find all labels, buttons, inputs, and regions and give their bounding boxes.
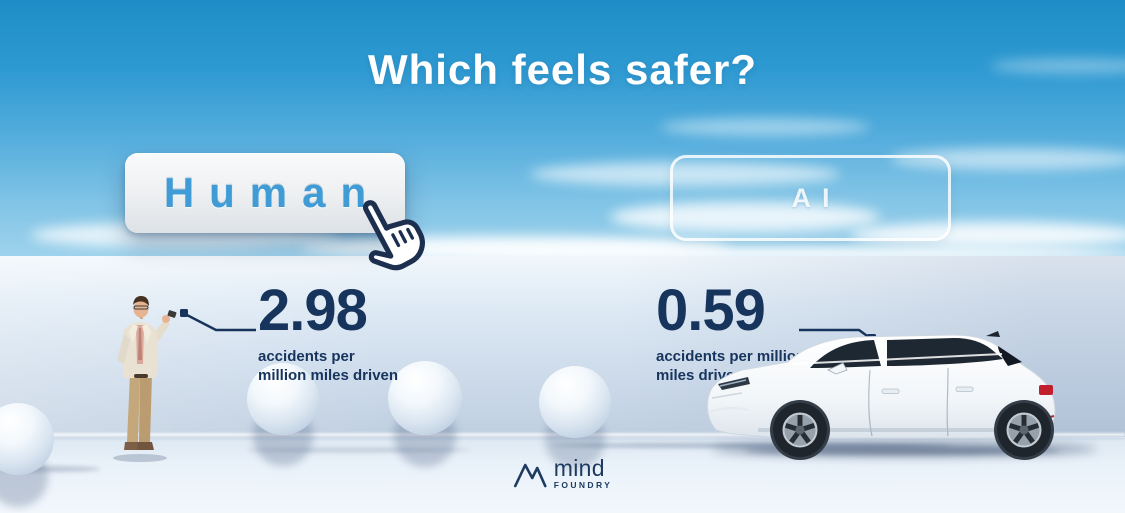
- ai-statistic-value: 0.59: [656, 278, 766, 343]
- decorative-sphere: [388, 361, 462, 435]
- cloud: [610, 202, 880, 232]
- cloud: [990, 58, 1125, 74]
- logo-sub-brand-text: FOUNDRY: [553, 480, 613, 490]
- human-statistic: 2.98 accidents per million miles driven: [258, 278, 399, 385]
- human-statistic-value: 2.98: [258, 278, 368, 343]
- ledge-edge-line: [0, 437, 1125, 439]
- ai-statistic-caption-line1: accidents per million: [656, 348, 806, 365]
- floor-shadow-streak: [552, 443, 952, 448]
- mountain-logo-icon: [513, 463, 547, 488]
- page-title: Which feels safer?: [367, 46, 758, 93]
- ai-car-illustration: [707, 331, 1056, 460]
- decorative-sphere: [247, 363, 319, 435]
- logo-brand-text: mind: [553, 455, 605, 481]
- human-option-label: Human: [163, 169, 382, 216]
- mind-foundry-logo: mind FOUNDRY: [513, 456, 613, 490]
- floor: [0, 437, 1125, 513]
- ai-option-label: AI: [791, 182, 841, 213]
- human-option-button[interactable]: Human: [125, 153, 405, 233]
- human-driver-illustration: [113, 296, 177, 462]
- car-shadow-core: [745, 447, 1060, 455]
- human-statistic-caption-line2: million miles driven: [258, 367, 399, 384]
- human-statistic-caption-line1: accidents per: [258, 348, 355, 365]
- human-callout-line: [180, 309, 256, 332]
- floor-shadow-streak: [0, 466, 100, 472]
- floor-shadow-streak: [246, 448, 471, 452]
- hand-pointer-cursor-icon: [363, 200, 425, 271]
- decorative-sphere: [539, 366, 611, 438]
- cloud: [850, 222, 1125, 248]
- cloud: [660, 118, 870, 136]
- ai-option-button[interactable]: AI: [670, 155, 951, 241]
